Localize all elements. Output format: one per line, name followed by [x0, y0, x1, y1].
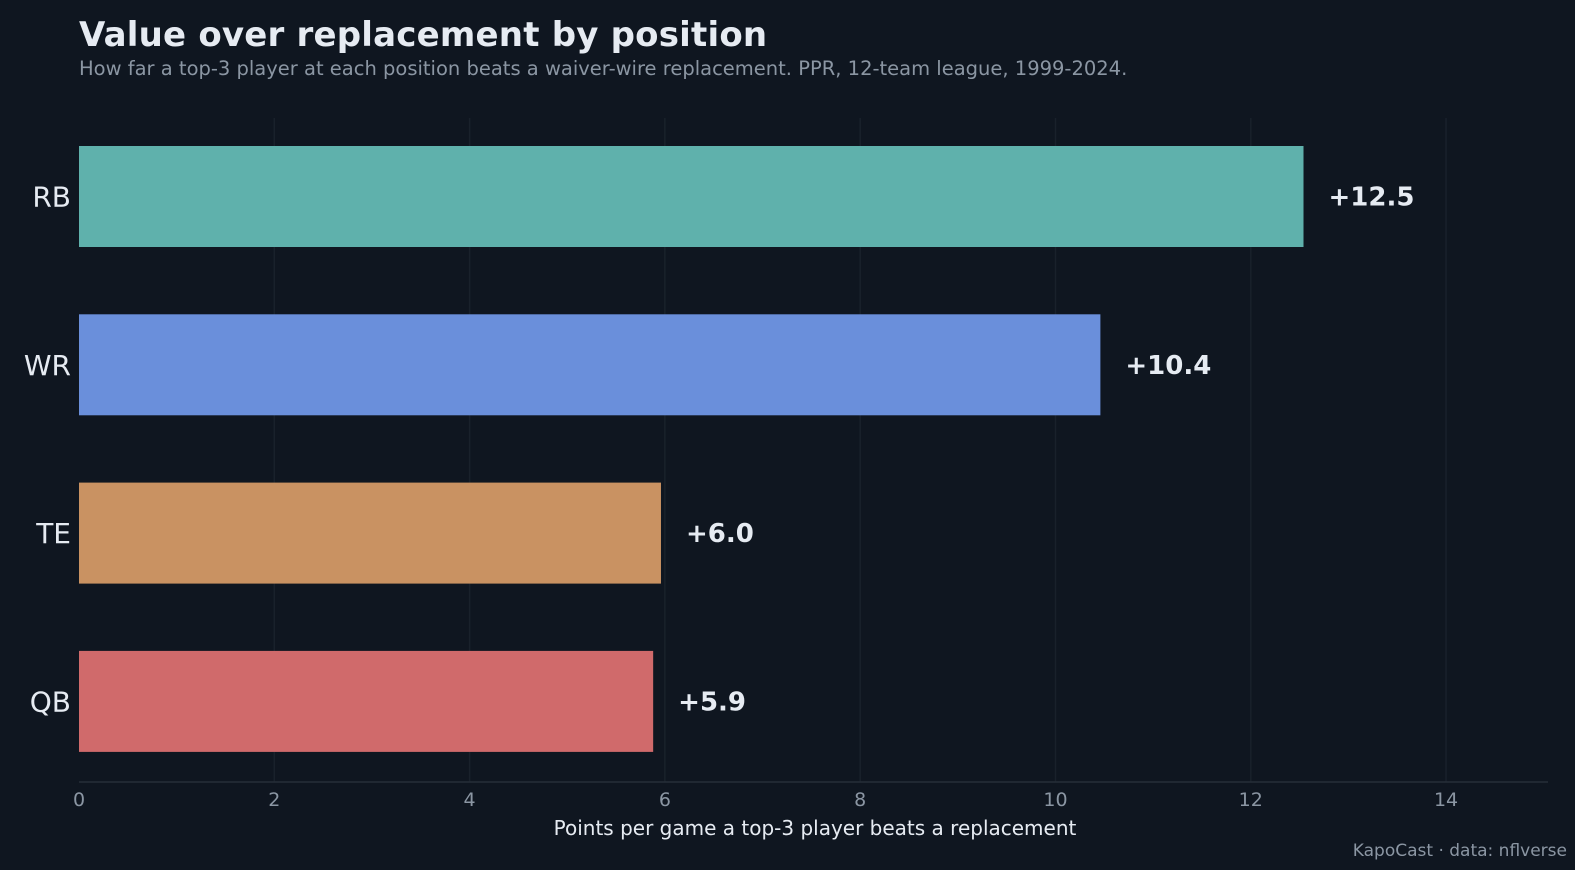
- x-tick-label-10: 10: [1043, 789, 1067, 811]
- y-tick-label-te: TE: [35, 517, 71, 550]
- chart-subtitle: How far a top-3 player at each position …: [79, 57, 1128, 80]
- y-tick-label-rb: RB: [32, 181, 71, 214]
- bar-rb: [79, 146, 1304, 247]
- x-tick-label-14: 14: [1434, 789, 1458, 811]
- value-label-rb: +12.5: [1329, 183, 1415, 213]
- x-tick-label-8: 8: [854, 789, 866, 811]
- x-tick-label-12: 12: [1239, 789, 1263, 811]
- chart-title: Value over replacement by position: [79, 15, 768, 55]
- x-tick-label-4: 4: [464, 789, 476, 811]
- value-labels: +12.5 +10.4 +6.0 +5.9: [678, 183, 1414, 718]
- y-tick-labels: RB WR TE QB: [24, 181, 71, 719]
- source-caption: KapoCast · data: nflverse: [1352, 841, 1567, 861]
- x-axis: 0 2 4 6 8 10 12 14: [73, 781, 1548, 811]
- x-tick-label-6: 6: [659, 789, 671, 811]
- value-label-qb: +5.9: [678, 687, 746, 717]
- y-tick-label-wr: WR: [24, 349, 71, 382]
- y-tick-label-qb: QB: [30, 685, 71, 718]
- x-tick-label-0: 0: [73, 789, 85, 811]
- bar-wr: [79, 314, 1101, 416]
- x-tick-label-2: 2: [268, 789, 280, 811]
- x-axis-label: Points per game a top-3 player beats a r…: [554, 816, 1077, 840]
- bar-te: [79, 482, 661, 584]
- bar-qb: [79, 650, 654, 752]
- value-label-te: +6.0: [686, 519, 754, 549]
- value-label-wr: +10.4: [1125, 351, 1211, 381]
- bars: [79, 146, 1304, 752]
